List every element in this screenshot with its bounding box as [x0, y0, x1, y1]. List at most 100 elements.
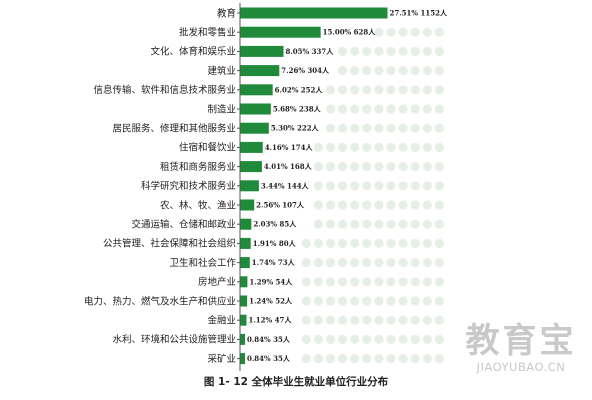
watermark: 教育宝 JIAOYUBAO.CN — [456, 322, 586, 374]
background-marker — [362, 219, 372, 229]
background-marker — [398, 104, 408, 114]
background-marker — [350, 123, 360, 133]
background-marker — [313, 238, 323, 248]
background-marker — [374, 85, 384, 95]
background-marker — [350, 46, 360, 57]
background-marker — [374, 258, 384, 268]
bar — [240, 180, 259, 192]
bar — [240, 257, 250, 269]
background-marker — [313, 354, 323, 364]
background-marker — [410, 66, 420, 76]
category-label: 交通运输、仓储和邮政业 — [131, 219, 236, 231]
category-label: 水利、环境和公共设施管理业 — [112, 334, 236, 346]
category-label: 教育 — [217, 7, 236, 19]
background-marker — [386, 46, 396, 57]
background-marker — [410, 219, 420, 229]
background-marker — [338, 238, 348, 248]
background-marker — [338, 104, 348, 114]
background-marker — [386, 66, 396, 76]
background-marker — [386, 123, 396, 133]
data-label: 15.00% 628人 — [323, 28, 377, 37]
category-label: 卫生和社会工作 — [169, 257, 236, 269]
background-marker — [434, 219, 444, 229]
background-marker — [434, 258, 444, 268]
category-label: 采矿业 — [207, 353, 236, 365]
background-marker — [325, 104, 336, 114]
bar — [240, 161, 262, 173]
background-marker — [434, 334, 444, 344]
data-label: 6.02% 252人 — [275, 85, 324, 94]
background-marker — [325, 219, 336, 229]
background-marker — [398, 219, 408, 229]
background-marker — [386, 315, 396, 325]
background-marker — [398, 296, 408, 306]
background-marker — [325, 162, 336, 172]
background-marker — [434, 181, 444, 191]
background-marker — [374, 181, 384, 191]
background-marker — [313, 258, 323, 268]
data-label: 1.29% 54人 — [249, 277, 293, 286]
background-marker — [338, 46, 348, 57]
background-marker — [350, 258, 360, 268]
background-marker — [374, 27, 384, 37]
background-marker — [350, 66, 360, 76]
background-marker — [301, 277, 311, 287]
background-marker — [325, 354, 336, 364]
background-marker — [434, 200, 444, 210]
background-marker — [350, 181, 360, 191]
background-marker — [362, 354, 372, 364]
background-marker — [422, 85, 432, 95]
background-marker — [374, 200, 384, 210]
category-label: 建筑业 — [207, 65, 236, 77]
data-label: 2.03% 85人 — [253, 220, 297, 229]
background-marker — [350, 142, 360, 152]
background-marker — [422, 181, 432, 191]
background-marker — [313, 200, 323, 210]
background-marker — [422, 219, 432, 229]
background-marker — [434, 142, 444, 152]
background-marker — [422, 277, 432, 287]
watermark-logo: 教育宝 — [465, 321, 577, 361]
background-marker — [410, 334, 420, 344]
background-marker — [422, 142, 432, 152]
background-marker — [410, 27, 420, 37]
background-marker — [325, 123, 336, 133]
background-marker — [398, 238, 408, 248]
background-marker — [350, 296, 360, 306]
background-marker — [374, 162, 384, 172]
background-marker — [422, 296, 432, 306]
background-marker — [410, 46, 420, 57]
background-marker — [386, 85, 396, 95]
background-marker — [386, 277, 396, 287]
background-marker — [410, 258, 420, 268]
background-marker — [325, 315, 336, 325]
category-label: 制造业 — [207, 103, 236, 115]
background-marker — [398, 200, 408, 210]
background-marker — [422, 200, 432, 210]
background-marker — [325, 200, 336, 210]
background-marker — [325, 181, 336, 191]
category-label: 公共管理、社会保障和社会组织 — [103, 238, 236, 250]
background-marker — [398, 181, 408, 191]
category-label: 住宿和餐饮业 — [179, 142, 236, 154]
background-marker — [386, 104, 396, 114]
background-marker — [374, 315, 384, 325]
background-marker — [398, 258, 408, 268]
background-marker — [410, 277, 420, 287]
background-marker — [434, 162, 444, 172]
background-marker — [338, 219, 348, 229]
background-marker — [422, 238, 432, 248]
background-marker — [325, 238, 336, 248]
background-marker — [434, 315, 444, 325]
background-marker — [362, 85, 372, 95]
category-label: 信息传输、软件和信息技术服务业 — [93, 84, 236, 96]
background-marker — [434, 123, 444, 133]
background-marker — [374, 66, 384, 76]
background-marker — [350, 277, 360, 287]
background-marker — [338, 200, 348, 210]
background-marker — [410, 181, 420, 191]
bar — [240, 353, 245, 365]
background-marker — [313, 296, 323, 306]
background-marker — [434, 27, 444, 37]
